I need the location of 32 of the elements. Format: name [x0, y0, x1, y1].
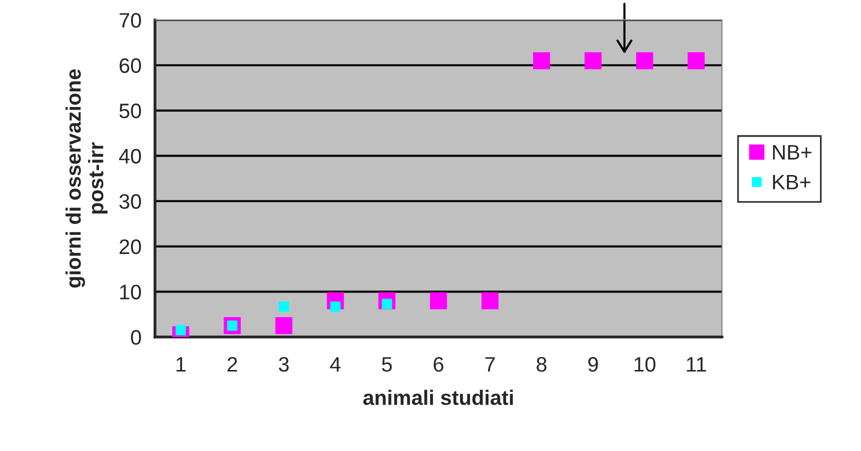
x-tick-label: 5 [382, 357, 392, 372]
point [584, 52, 602, 70]
x-axis-title: animali studiati [363, 390, 513, 406]
x-tick-label: 8 [536, 356, 546, 372]
y-tick-label: 40 [119, 148, 141, 164]
x-tick-label: 3 [278, 356, 289, 372]
y-tick-label: 0 [131, 330, 141, 345]
y-tick-label: 30 [119, 194, 141, 209]
x-tick-label: 11 [686, 357, 706, 372]
y-tick-label: 60 [120, 58, 141, 74]
y-tick-label: 50 [119, 104, 141, 118]
point [330, 301, 341, 312]
x-tick-label: 9 [588, 356, 598, 372]
point [278, 301, 289, 312]
x-tick-label: 10 [634, 356, 656, 372]
y-axis-title: giorni di osservazione post-irr [66, 69, 108, 288]
point [482, 292, 499, 310]
x-tick-label: 2 [228, 356, 238, 372]
point [636, 52, 654, 70]
point [688, 52, 705, 70]
point [430, 292, 447, 310]
x-tick-label: 1 [176, 357, 186, 372]
point [275, 317, 292, 334]
x-tick-label: 4 [330, 357, 341, 372]
x-tick-label: 6 [434, 356, 444, 372]
x-tick-label: 7 [485, 357, 495, 372]
legend-label: KB+ [773, 174, 810, 190]
y-tick-label: 20 [120, 239, 141, 254]
legend-label: NB+ [773, 145, 812, 160]
y-tick-label: 10 [120, 284, 141, 300]
y-tick-label: 70 [120, 12, 141, 28]
point [533, 52, 550, 70]
